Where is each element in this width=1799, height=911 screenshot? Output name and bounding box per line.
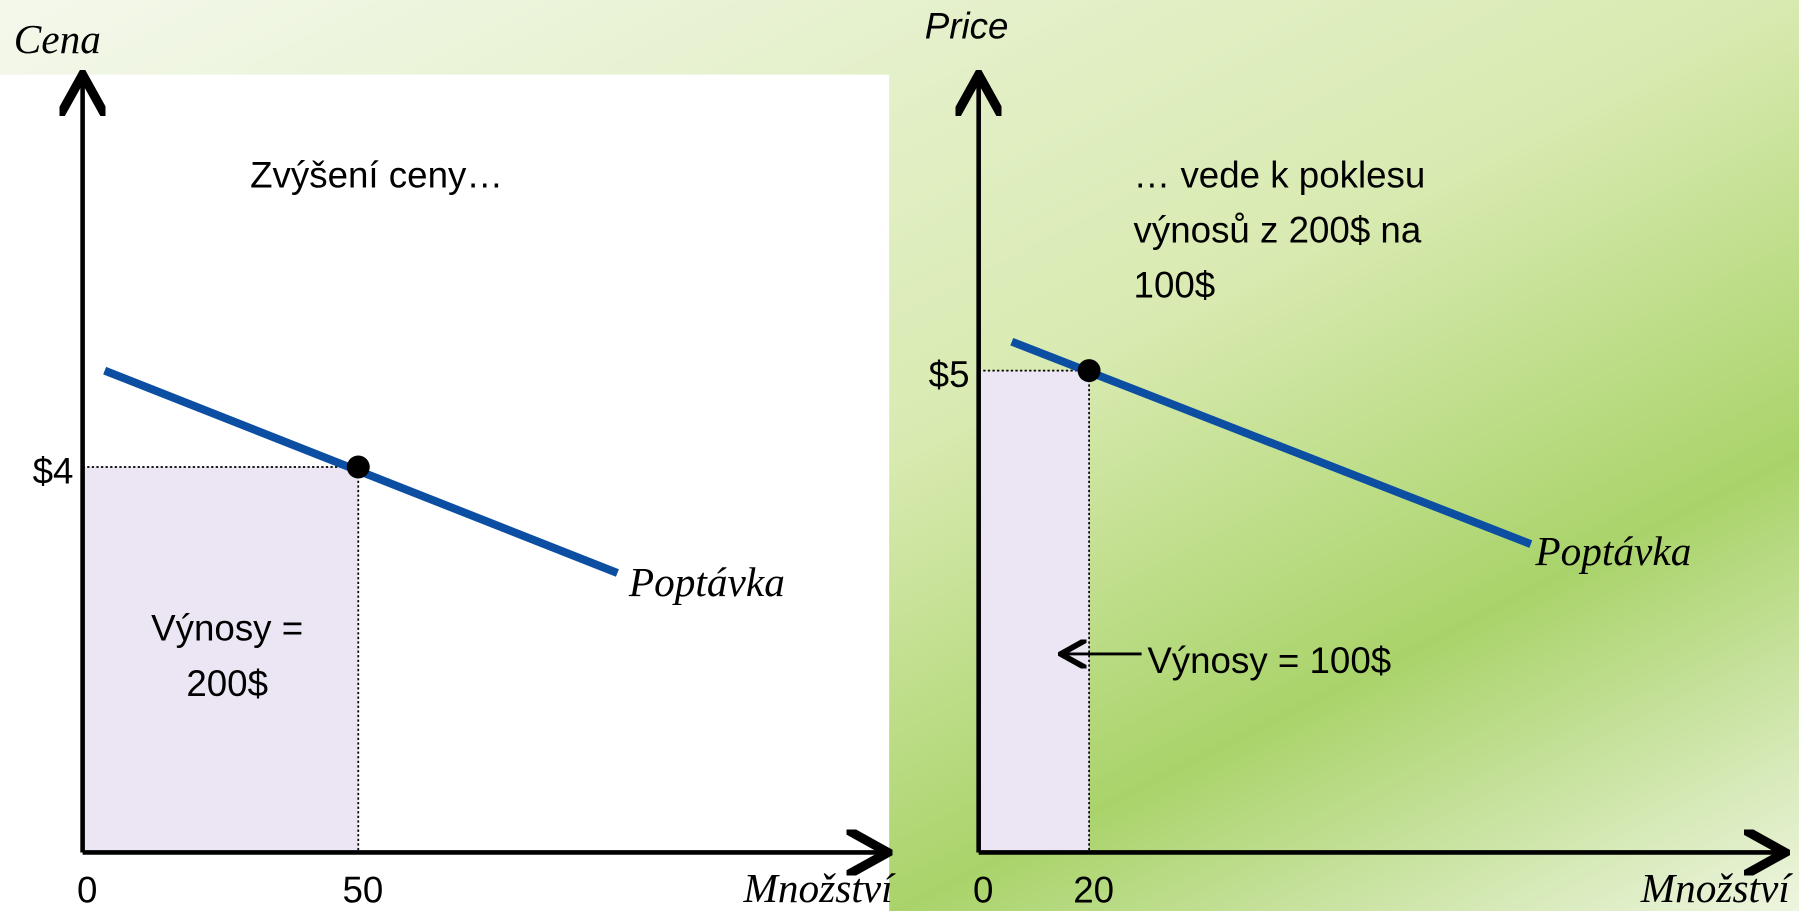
revenue-label: 200$	[186, 663, 268, 704]
x-tick-label: 0	[77, 869, 97, 910]
x-tick-label: 20	[1073, 869, 1114, 910]
x-tick-label: 0	[973, 869, 993, 910]
x-tick-label: 50	[342, 869, 383, 910]
x-axis-label: Množství	[1640, 865, 1794, 911]
annotation: 100$	[1134, 265, 1216, 306]
annotation: Zvýšení ceny…	[250, 155, 503, 196]
series-label: Poptávka	[628, 559, 785, 605]
revenue-area	[82, 466, 359, 853]
x-axis-label: Množství	[742, 865, 896, 911]
revenue-label: Výnosy = 100$	[1147, 640, 1391, 681]
series-label: Poptávka	[1534, 528, 1691, 574]
y-axis-label: Cena	[14, 16, 101, 62]
annotation: … vede k poklesu	[1134, 155, 1426, 196]
y-tick-label: $5	[929, 354, 970, 395]
annotation: výnosů z 200$ na	[1134, 210, 1422, 251]
revenue-area	[978, 370, 1090, 853]
equilibrium-point	[346, 455, 370, 479]
revenue-label: Výnosy =	[151, 608, 303, 649]
y-tick-label: $4	[33, 451, 74, 492]
equilibrium-point	[1077, 359, 1101, 383]
y-axis-label: Price	[925, 5, 1009, 46]
